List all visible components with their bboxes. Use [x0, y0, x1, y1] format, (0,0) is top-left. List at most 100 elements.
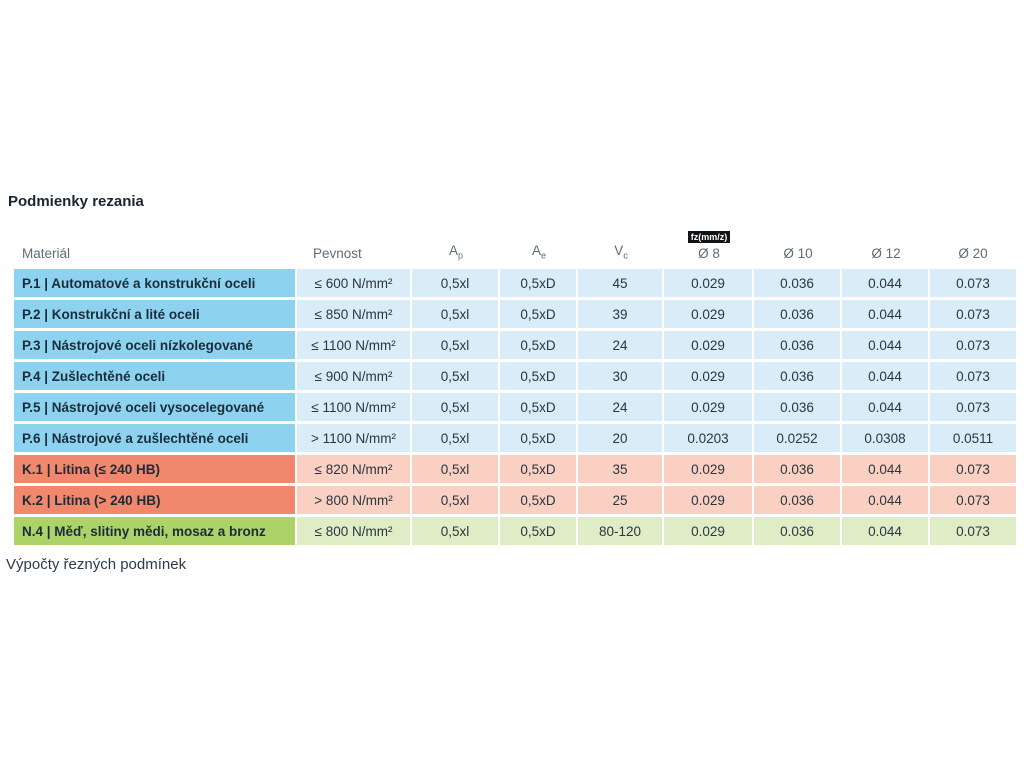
value-cell-d20: 0.073 — [930, 362, 1016, 390]
value-cell-d12: 0.0308 — [842, 424, 930, 452]
value-cell-ap: 0,5xl — [412, 362, 500, 390]
value-cell-d10: 0.036 — [754, 300, 842, 328]
material-cell: P.3 | Nástrojové oceli nízkolegované — [14, 331, 297, 359]
value-cell-pevnost: > 800 N/mm² — [297, 486, 412, 514]
value-cell-vc: 45 — [578, 269, 664, 297]
value-cell-pevnost: ≤ 820 N/mm² — [297, 455, 412, 483]
material-cell: K.1 | Litina (≤ 240 HB) — [14, 455, 297, 483]
value-cell-d8: 0.029 — [664, 269, 754, 297]
value-cell-vc: 30 — [578, 362, 664, 390]
value-cell-ap: 0,5xl — [412, 517, 500, 545]
value-cell-d8: 0.029 — [664, 455, 754, 483]
value-cell-ap: 0,5xl — [412, 300, 500, 328]
value-cell-d8: 0.029 — [664, 486, 754, 514]
value-cell-d8: 0.029 — [664, 393, 754, 421]
fz-unit-badge: fz(mm/z) — [687, 231, 731, 243]
material-cell: P.6 | Nástrojové a zušlechtěné oceli — [14, 424, 297, 452]
material-cell: K.2 | Litina (> 240 HB) — [14, 486, 297, 514]
value-cell-ae: 0,5xD — [500, 331, 578, 359]
table-row: P.4 | Zušlechtěné oceli ≤ 900 N/mm² 0,5xl 0… — [14, 362, 1016, 390]
value-cell-d12: 0.044 — [842, 300, 930, 328]
value-cell-ap: 0,5xl — [412, 269, 500, 297]
value-cell-ap: 0,5xl — [412, 455, 500, 483]
value-cell-d10: 0.036 — [754, 393, 842, 421]
material-cell: P.5 | Nástrojové oceli vysocelegované — [14, 393, 297, 421]
value-cell-d12: 0.044 — [842, 331, 930, 359]
value-cell-d10: 0.0252 — [754, 424, 842, 452]
column-header-ap: Ap — [448, 243, 464, 261]
value-cell-d20: 0.0511 — [930, 424, 1016, 452]
value-cell-pevnost: ≤ 800 N/mm² — [297, 517, 412, 545]
value-cell-ae: 0,5xD — [500, 300, 578, 328]
cutting-conditions-table: Materiál Pevnost Ap Ae Vc fz(mm/z) Ø 8 Ø… — [14, 218, 1016, 548]
material-cell: P.2 | Konstrukční a lité oceli — [14, 300, 297, 328]
value-cell-d10: 0.036 — [754, 331, 842, 359]
table-row: N.4 | Měď, slitiny mědi, mosaz a bronz ≤ … — [14, 517, 1016, 545]
value-cell-d20: 0.073 — [930, 393, 1016, 421]
value-cell-pevnost: > 1100 N/mm² — [297, 424, 412, 452]
value-cell-d10: 0.036 — [754, 269, 842, 297]
value-cell-d8: 0.029 — [664, 362, 754, 390]
value-cell-d10: 0.036 — [754, 455, 842, 483]
value-cell-pevnost: ≤ 850 N/mm² — [297, 300, 412, 328]
value-cell-ap: 0,5xl — [412, 424, 500, 452]
column-header-material: Materiál — [22, 246, 71, 261]
material-cell: N.4 | Měď, slitiny mědi, mosaz a bronz — [14, 517, 297, 545]
column-header-vc: Vc — [614, 243, 628, 261]
material-cell: P.4 | Zušlechtěné oceli — [14, 362, 297, 390]
table-row: P.1 | Automatové a konstrukční oceli ≤ 60… — [14, 269, 1016, 297]
value-cell-d8: 0.0203 — [664, 424, 754, 452]
value-cell-d12: 0.044 — [842, 269, 930, 297]
value-cell-vc: 80-120 — [578, 517, 664, 545]
value-cell-ae: 0,5xD — [500, 269, 578, 297]
value-cell-ae: 0,5xD — [500, 393, 578, 421]
value-cell-d12: 0.044 — [842, 393, 930, 421]
column-header-d8: fz(mm/z) Ø 8 — [664, 221, 754, 266]
value-cell-ap: 0,5xl — [412, 393, 500, 421]
value-cell-ap: 0,5xl — [412, 486, 500, 514]
value-cell-d12: 0.044 — [842, 362, 930, 390]
value-cell-d20: 0.073 — [930, 455, 1016, 483]
value-cell-d20: 0.073 — [930, 486, 1016, 514]
value-cell-pevnost: ≤ 900 N/mm² — [297, 362, 412, 390]
material-cell: P.1 | Automatové a konstrukční oceli — [14, 269, 297, 297]
table-header-row: Materiál Pevnost Ap Ae Vc fz(mm/z) Ø 8 Ø… — [14, 221, 1016, 266]
table-row: K.1 | Litina (≤ 240 HB) ≤ 820 N/mm² 0,5xl 0… — [14, 455, 1016, 483]
value-cell-pevnost: ≤ 600 N/mm² — [297, 269, 412, 297]
value-cell-d20: 0.073 — [930, 331, 1016, 359]
value-cell-ae: 0,5xD — [500, 517, 578, 545]
value-cell-vc: 35 — [578, 455, 664, 483]
column-header-ae: Ae — [531, 243, 547, 261]
column-header-d10: Ø 10 — [783, 246, 813, 261]
table-row: P.2 | Konstrukční a lité oceli ≤ 850 N/mm… — [14, 300, 1016, 328]
value-cell-d8: 0.029 — [664, 300, 754, 328]
column-header-pevnost: Pevnost — [313, 246, 362, 261]
value-cell-vc: 25 — [578, 486, 664, 514]
value-cell-d12: 0.044 — [842, 517, 930, 545]
value-cell-d8: 0.029 — [664, 331, 754, 359]
value-cell-d10: 0.036 — [754, 517, 842, 545]
column-header-d12: Ø 12 — [871, 246, 901, 261]
value-cell-ae: 0,5xD — [500, 362, 578, 390]
value-cell-d20: 0.073 — [930, 517, 1016, 545]
value-cell-vc: 24 — [578, 331, 664, 359]
table-row: P.5 | Nástrojové oceli vysocelegované ≤ 1… — [14, 393, 1016, 421]
value-cell-pevnost: ≤ 1100 N/mm² — [297, 331, 412, 359]
value-cell-ap: 0,5xl — [412, 331, 500, 359]
value-cell-vc: 20 — [578, 424, 664, 452]
value-cell-d10: 0.036 — [754, 486, 842, 514]
value-cell-d12: 0.044 — [842, 486, 930, 514]
column-header-d20: Ø 20 — [958, 246, 988, 261]
page-title: Podmienky rezania — [8, 193, 144, 210]
value-cell-ae: 0,5xD — [500, 486, 578, 514]
value-cell-d12: 0.044 — [842, 455, 930, 483]
table-row: P.3 | Nástrojové oceli nízkolegované ≤ 11… — [14, 331, 1016, 359]
footer-text: Výpočty řezných podmínek — [6, 556, 187, 573]
value-cell-vc: 24 — [578, 393, 664, 421]
table-row: K.2 | Litina (> 240 HB) > 800 N/mm² 0,5xl 0… — [14, 486, 1016, 514]
value-cell-ae: 0,5xD — [500, 424, 578, 452]
value-cell-d8: 0.029 — [664, 517, 754, 545]
value-cell-d10: 0.036 — [754, 362, 842, 390]
value-cell-ae: 0,5xD — [500, 455, 578, 483]
